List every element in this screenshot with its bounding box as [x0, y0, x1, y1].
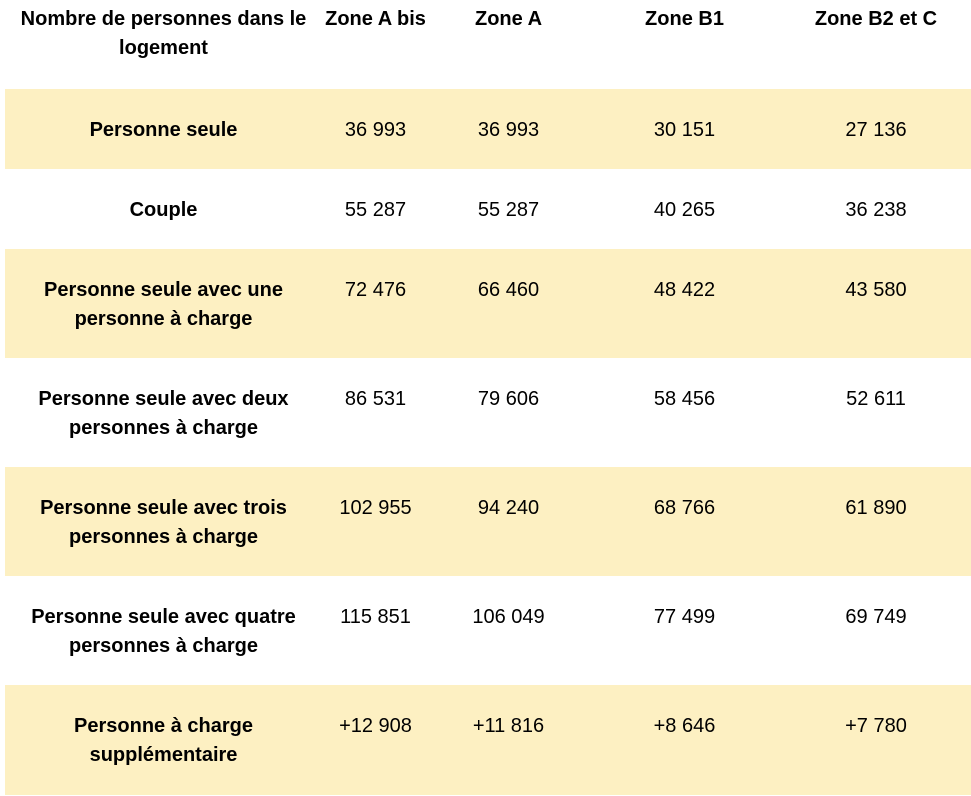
cell-zone-a: 106 049: [472, 606, 545, 628]
cell-zone-b2-c: 36 238: [845, 199, 907, 221]
cell-zone-b1: +8 646: [588, 685, 781, 795]
row-label: Personne seule avec deux personnes à cha…: [38, 388, 289, 439]
header-household-size: Nombre de personnes dans le logement: [20, 8, 307, 59]
header-row: Nombre de personnes dans le logement Zon…: [5, 0, 971, 89]
cell-zone-b1: 40 265: [653, 199, 716, 221]
income-ceiling-table: Nombre de personnes dans le logement Zon…: [5, 0, 971, 795]
cell-zone-a-bis: 86 531: [344, 388, 407, 410]
cell-zone-a: 55 287: [477, 199, 540, 221]
table-row: Personne seule avec deux personnes à cha…: [5, 358, 971, 467]
row-label: Couple: [129, 199, 198, 221]
cell-zone-a-bis: 36 993: [322, 89, 429, 169]
header-zone-b2-c: Zone B2 et C: [814, 8, 938, 30]
cell-zone-b1: 77 499: [653, 606, 716, 628]
cell-zone-a: +11 816: [429, 685, 588, 795]
cell-zone-a: 66 460: [429, 249, 588, 358]
table-row: Personne seule avec quatre personnes à c…: [5, 576, 971, 685]
cell-zone-a: 79 606: [477, 388, 540, 410]
cell-zone-a: 36 993: [429, 89, 588, 169]
table-row: Personne seule avec une personne à charg…: [5, 249, 971, 358]
table-row: Personne seule avec trois personnes à ch…: [5, 467, 971, 576]
row-label: Personne seule: [5, 89, 322, 169]
cell-zone-b2-c: +7 780: [781, 685, 971, 795]
cell-zone-b2-c: 43 580: [781, 249, 971, 358]
cell-zone-a: 94 240: [429, 467, 588, 576]
cell-zone-b1: 48 422: [588, 249, 781, 358]
header-zone-a: Zone A: [474, 8, 543, 30]
cell-zone-a-bis: +12 908: [322, 685, 429, 795]
cell-zone-b2-c: 69 749: [845, 606, 907, 628]
cell-zone-a-bis: 102 955: [322, 467, 429, 576]
cell-zone-b1: 30 151: [588, 89, 781, 169]
cell-zone-b1: 68 766: [588, 467, 781, 576]
cell-zone-b2-c: 52 611: [846, 388, 906, 410]
header-zone-a-bis: Zone A bis: [325, 8, 426, 30]
cell-zone-b1: 58 456: [653, 388, 716, 410]
row-label: Personne seule avec trois personnes à ch…: [5, 467, 322, 576]
table-row: Personne à charge supplémentaire +12 908…: [5, 685, 971, 795]
cell-zone-a-bis: 55 287: [344, 199, 407, 221]
row-label: Personne seule avec quatre personnes à c…: [31, 606, 296, 657]
cell-zone-a-bis: 72 476: [322, 249, 429, 358]
cell-zone-b2-c: 27 136: [781, 89, 971, 169]
row-label: Personne seule avec une personne à charg…: [5, 249, 322, 358]
cell-zone-b2-c: 61 890: [781, 467, 971, 576]
header-zone-b1: Zone B1: [645, 8, 724, 30]
row-label: Personne à charge supplémentaire: [5, 685, 322, 795]
table-row: Personne seule 36 993 36 993 30 151 27 1…: [5, 89, 971, 169]
cell-zone-a-bis: 115 851: [340, 606, 411, 628]
table-row: Couple 55 287 55 287 40 265 36 238: [5, 169, 971, 249]
